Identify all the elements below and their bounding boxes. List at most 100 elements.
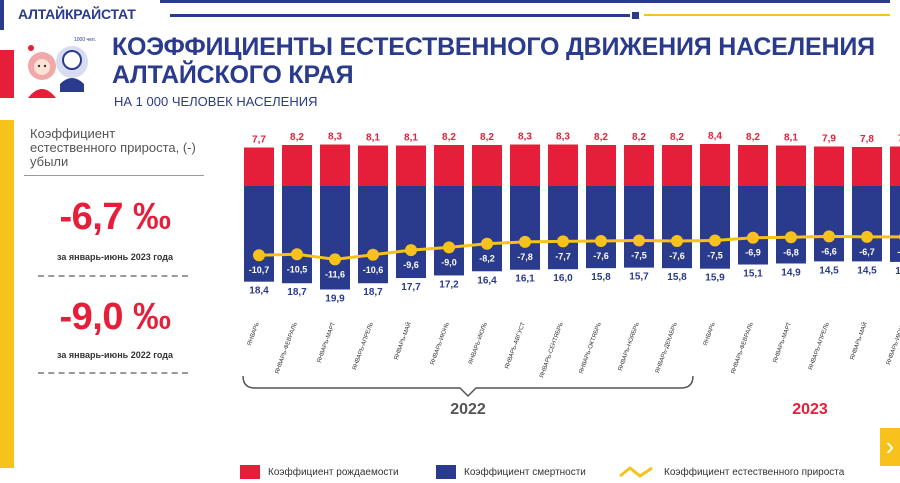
natural-increase-point	[329, 253, 341, 266]
birth-rate-bar	[548, 144, 578, 186]
death-rate-bar	[358, 186, 388, 284]
death-rate-label: 14,6	[895, 266, 900, 277]
birth-rate-label: 8,2	[632, 132, 646, 143]
year-label: 2022	[450, 401, 486, 418]
death-rate-label: 14,5	[819, 265, 839, 276]
death-rate-label: 15,8	[667, 272, 687, 283]
header-accent	[0, 0, 4, 30]
month-tick-label: ЯНВАРЬ-МАЙ	[392, 321, 413, 361]
legend-increase-label: Коэффициент естественного прироста	[664, 466, 845, 478]
death-rate-label: 19,9	[325, 293, 345, 304]
next-slide-button[interactable]: ›	[880, 428, 900, 466]
death-rate-bar	[282, 186, 312, 284]
natural-increase-point	[633, 234, 645, 247]
natural-increase-label: -10,6	[363, 265, 384, 275]
legend-birth-label: Коэффициент рождаемости	[268, 466, 399, 478]
birth-rate-bar	[358, 145, 388, 186]
month-tick-label: ЯНВАРЬ-ФЕВРАЛЬ	[275, 322, 299, 375]
month-tick-label: ЯНВАРЬ	[247, 322, 261, 347]
natural-increase-line	[258, 234, 900, 261]
death-rate-label: 18,4	[249, 286, 269, 297]
birth-rate-label: 8,2	[746, 132, 760, 143]
birth-rate-label: 8,2	[290, 132, 304, 143]
death-rate-label: 14,5	[857, 265, 877, 276]
birth-rate-label: 8,3	[556, 132, 570, 143]
month-tick-label: ЯНВАРЬ-ИЮНЬ	[886, 322, 900, 366]
death-rate-label: 14,9	[781, 267, 801, 278]
death-rate-bar	[472, 186, 502, 272]
natural-increase-point	[785, 231, 797, 244]
dashed-divider-2	[38, 372, 188, 374]
death-rate-bar	[624, 186, 654, 268]
birth-rate-bar	[852, 147, 882, 186]
natural-increase-point	[367, 248, 379, 261]
month-tick-label: ЯНВАРЬ-МАРТ	[773, 321, 793, 364]
natural-increase-point	[861, 230, 873, 243]
natural-increase-point	[253, 249, 265, 262]
legend-birth: Коэффициент рождаемости	[240, 464, 399, 480]
vital-rates-chart: 7,7 18,4 8,2 18,7 8,3 19,9 8,1 18,7 8,1 17,7 8,2 17…	[242, 131, 900, 418]
brand-logo: АЛТАЙКРАЙСТАТ	[18, 6, 136, 22]
red-accent-tab	[0, 50, 14, 98]
birth-rate-bar	[814, 146, 844, 186]
natural-increase-label: -8,2	[479, 254, 495, 264]
birth-rate-bar	[282, 145, 312, 186]
month-tick-label: ЯНВАРЬ-АВГУСТ	[504, 321, 527, 370]
death-rate-bar	[852, 186, 882, 262]
birth-rate-label: 7,7	[252, 135, 266, 146]
month-tick-label: ЯНВАРЬ-АПРЕЛЬ	[808, 322, 831, 372]
birth-rate-bar	[700, 144, 730, 186]
natural-increase-label: -9,6	[403, 260, 419, 270]
birth-rate-bar	[472, 145, 502, 186]
natural-increase-point	[291, 248, 303, 261]
birth-rate-label: 8,4	[708, 131, 722, 142]
natural-increase-point	[671, 234, 683, 247]
death-rate-bar	[662, 186, 692, 269]
legend-death-swatch	[436, 465, 456, 479]
birth-rate-bar	[244, 147, 274, 186]
natural-increase-point	[443, 241, 455, 254]
header-rule-right	[644, 14, 890, 16]
death-rate-bar	[434, 186, 464, 276]
natural-increase-label: -7,8	[517, 252, 533, 262]
natural-increase-label: -7,6	[669, 251, 685, 261]
natural-increase-label: -10,5	[287, 264, 308, 274]
death-rate-label: 16,0	[553, 273, 573, 284]
birth-rate-label: 8,2	[670, 132, 684, 143]
header-rule-dot	[632, 12, 639, 19]
death-rate-bar	[890, 186, 900, 262]
natural-increase-label: -7,5	[631, 251, 647, 261]
natural-increase-label: -7,6	[593, 251, 609, 261]
birth-rate-label: 8,1	[366, 133, 380, 144]
birth-rate-label: 7,8	[860, 134, 874, 145]
icon-caption: 1000 чел.	[74, 37, 96, 43]
natural-increase-label: -6,6	[821, 246, 837, 256]
natural-increase-label: -6,8	[783, 247, 799, 257]
legend-death: Коэффициент смертности	[436, 464, 586, 480]
birth-rate-bar	[776, 145, 806, 186]
death-rate-label: 15,7	[629, 272, 649, 283]
month-tick-label: ЯНВАРЬ	[703, 322, 717, 347]
birth-rate-label: 8,2	[442, 132, 456, 143]
month-tick-label: ЯНВАРЬ-ИЮЛЬ	[468, 322, 489, 366]
natural-increase-label: -7,5	[707, 251, 723, 261]
natural-increase-label: -11,6	[325, 269, 345, 279]
birth-rate-bar	[738, 145, 768, 186]
death-rate-label: 15,1	[743, 269, 763, 280]
death-rate-label: 16,1	[515, 274, 535, 285]
birth-rate-label: 8,2	[594, 132, 608, 143]
legend-death-label: Коэффициент смертности	[464, 466, 586, 478]
birth-rate-bar	[890, 146, 900, 186]
panel-divider	[24, 175, 204, 176]
natural-increase-label: -6,9	[745, 248, 761, 258]
death-rate-bar	[700, 186, 730, 269]
natural-increase-point	[595, 234, 607, 247]
natural-increase-point	[557, 235, 569, 248]
month-tick-label: ЯНВАРЬ-ИЮНЬ	[430, 322, 451, 366]
family-icon: 1000 чел.	[28, 37, 96, 98]
month-tick-label: ЯНВАРЬ-ФЕВРАЛЬ	[731, 322, 755, 375]
death-rate-bar	[244, 186, 274, 282]
header-rule-left	[170, 14, 630, 17]
month-tick-label: ЯНВАРЬ-АПРЕЛЬ	[352, 322, 375, 372]
natural-increase-label: -9,0	[441, 257, 457, 267]
